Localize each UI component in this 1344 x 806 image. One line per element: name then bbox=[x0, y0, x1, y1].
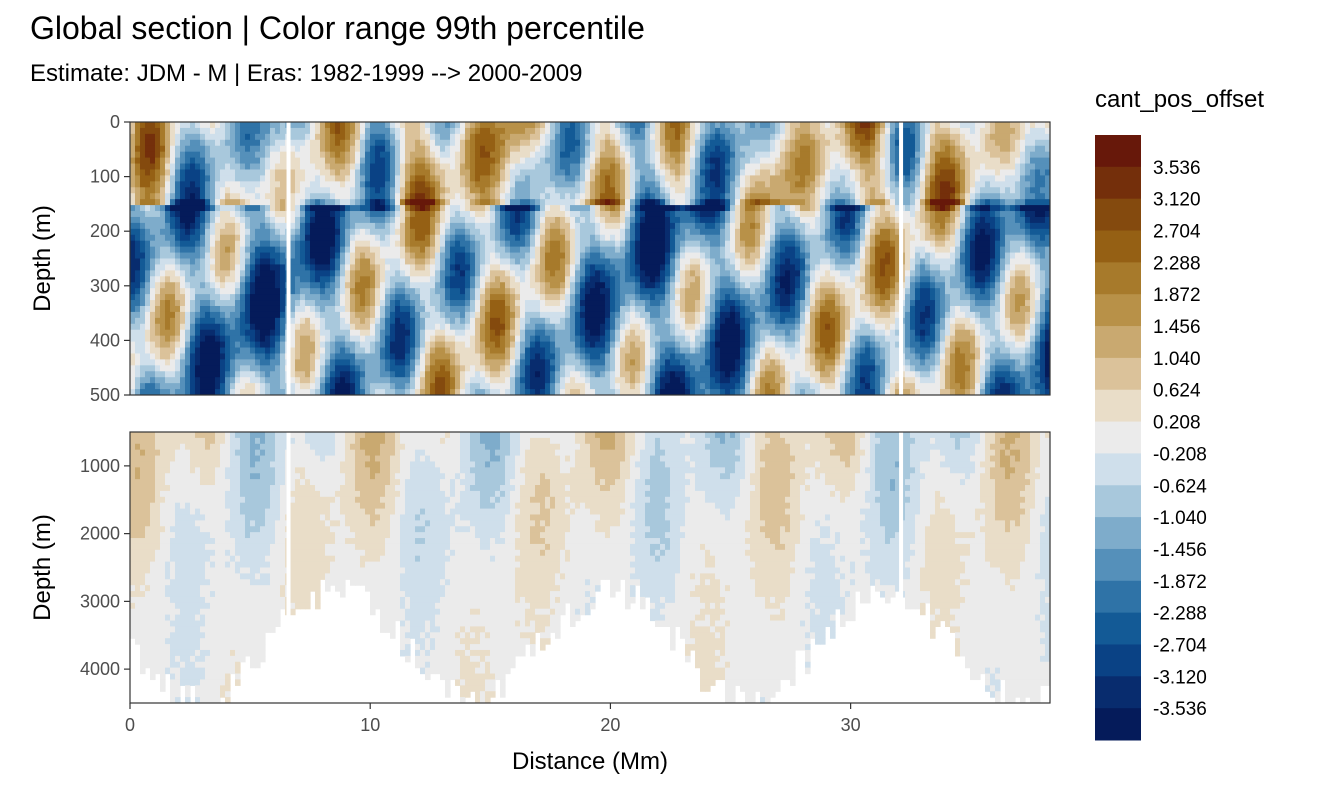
legend-swatch bbox=[1095, 389, 1141, 423]
legend-swatch bbox=[1095, 357, 1141, 391]
legend-swatch bbox=[1095, 708, 1141, 741]
legend-swatch bbox=[1095, 644, 1141, 677]
legend-swatch bbox=[1095, 676, 1141, 709]
legend-label: 3.120 bbox=[1153, 190, 1201, 211]
chart-title: Global section | Color range 99th percen… bbox=[30, 10, 645, 46]
x-tick-label: 0 bbox=[125, 715, 135, 735]
y-axis-label: Depth (m) bbox=[29, 514, 56, 621]
legend-label: 0.624 bbox=[1153, 381, 1201, 402]
x-tick-label: 20 bbox=[600, 715, 620, 735]
legend-label: -1.456 bbox=[1153, 540, 1207, 561]
legend-swatch bbox=[1095, 612, 1141, 645]
chart-subtitle: Estimate: JDM - M | Eras: 1982-1999 --> … bbox=[30, 60, 583, 87]
legend-swatch bbox=[1095, 485, 1141, 518]
legend-label: -0.208 bbox=[1153, 444, 1207, 465]
legend-label: 0.208 bbox=[1153, 413, 1201, 434]
y-tick-label: 300 bbox=[90, 276, 120, 296]
legend-label: -2.704 bbox=[1153, 635, 1207, 656]
y-tick-label: 4000 bbox=[80, 659, 120, 679]
legend-swatch bbox=[1095, 198, 1141, 232]
legend-swatch bbox=[1095, 230, 1141, 263]
legend-label: -1.040 bbox=[1153, 508, 1207, 529]
gap-line-lower bbox=[286, 432, 291, 703]
upper-panel-field bbox=[130, 122, 1050, 395]
legend-label: -3.120 bbox=[1153, 667, 1207, 688]
y-tick-label: 400 bbox=[90, 330, 120, 350]
legend-swatch bbox=[1095, 166, 1141, 200]
panel-border bbox=[129, 121, 1051, 396]
legend: 3.536 3.120 2.704 2.288 1.872 1.456 1.040 0.624… bbox=[1095, 135, 1207, 741]
gap-line-lower bbox=[899, 432, 904, 703]
y-tick-label: 100 bbox=[90, 167, 120, 187]
y-tick-label: 500 bbox=[90, 385, 120, 405]
y-tick-label: 3000 bbox=[80, 591, 120, 611]
legend-swatch bbox=[1095, 135, 1141, 168]
legend-swatch bbox=[1095, 262, 1141, 295]
legend-label: 3.536 bbox=[1153, 158, 1201, 179]
legend-title: cant_pos_offset bbox=[1095, 86, 1265, 113]
legend-label: -2.288 bbox=[1153, 604, 1207, 625]
legend-label: -3.536 bbox=[1153, 699, 1207, 720]
y-tick-label: 0 bbox=[110, 112, 120, 132]
legend-label: -1.872 bbox=[1153, 572, 1207, 593]
legend-swatch bbox=[1095, 580, 1141, 614]
y-tick-label: 200 bbox=[90, 221, 120, 241]
legend-swatch bbox=[1095, 326, 1141, 359]
legend-label: 2.288 bbox=[1153, 253, 1201, 274]
y-tick-label: 1000 bbox=[80, 456, 120, 476]
y-tick-label: 2000 bbox=[80, 524, 120, 544]
legend-swatch bbox=[1095, 453, 1141, 486]
x-tick-label: 30 bbox=[841, 715, 861, 735]
legend-label: -0.624 bbox=[1153, 476, 1207, 497]
x-axis-label: Distance (Mm) bbox=[512, 748, 668, 775]
y-axis-label: Depth (m) bbox=[29, 205, 56, 312]
legend-swatch bbox=[1095, 421, 1141, 454]
x-tick-label: 10 bbox=[360, 715, 380, 735]
legend-label: 1.040 bbox=[1153, 349, 1201, 370]
legend-swatch bbox=[1095, 548, 1141, 582]
legend-label: 1.872 bbox=[1153, 285, 1201, 306]
legend-swatch bbox=[1095, 294, 1141, 327]
legend-label: 2.704 bbox=[1153, 222, 1201, 243]
legend-swatch bbox=[1095, 517, 1141, 550]
legend-label: 1.456 bbox=[1153, 317, 1201, 338]
gap-line-upper bbox=[899, 122, 904, 395]
lower-panel-field bbox=[130, 432, 1050, 703]
panel-border bbox=[129, 431, 1051, 704]
gap-line-upper bbox=[286, 122, 291, 395]
